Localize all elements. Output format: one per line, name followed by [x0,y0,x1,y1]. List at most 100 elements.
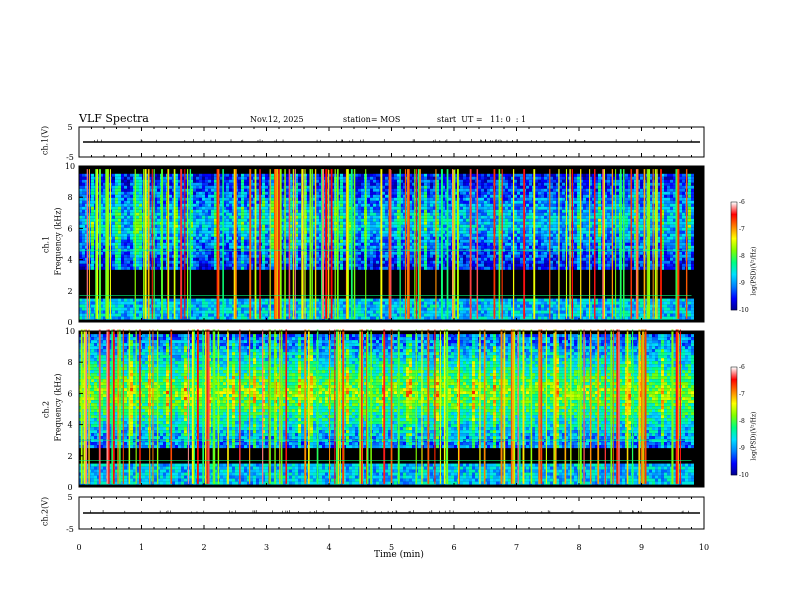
spectrogram-cell [190,313,193,317]
spectrogram-cell [310,200,313,204]
spectrogram-cell [373,209,376,213]
spectrogram-cell [184,188,187,192]
spectrogram-cell [199,218,202,222]
spectrogram-cell [409,257,412,261]
spectrogram-cell [85,188,88,192]
spectrogram-cell [409,206,412,210]
spectrogram-cell [91,212,94,216]
spectrogram-cell [382,316,385,320]
spectrogram-cell [439,316,442,320]
spectrogram-cell [199,203,202,207]
spectrogram-cell [373,310,376,314]
spectrogram-cell [241,304,244,308]
spectrogram-cell [286,316,289,320]
spectrogram-cell [118,257,121,261]
spectrogram-cell [313,206,316,210]
spectrogram-cell [436,173,439,177]
spectrogram-cell [253,185,256,189]
spectrogram-cell [268,209,271,213]
spectrogram-cell [115,298,118,302]
spectrogram-cell [265,221,268,225]
spectrogram-cell [163,304,166,308]
spectrogram-cell [409,212,412,216]
spectrogram-cell [409,239,412,243]
spectrogram-cell [121,266,124,270]
spectrogram-cell [220,218,223,222]
spectrogram-cell [343,191,346,195]
spectrogram-cell [394,221,397,225]
spectrogram-cell [241,173,244,177]
spectrogram-cell [184,307,187,311]
spectrogram-cell [286,197,289,201]
spectrogram-cell [187,236,190,240]
spectrogram-cell [298,301,301,305]
spectrogram-cell [172,197,175,201]
spectrogram-cell [382,209,385,213]
spectrogram-cell [430,209,433,213]
spectrogram-cell [430,239,433,243]
spectrogram-cell [262,224,265,228]
spectrogram-cell [253,224,256,228]
spectrogram-cell [175,173,178,177]
spectrogram-cell [199,260,202,264]
spectrogram-cell [409,194,412,198]
spectrogram-cell [427,227,430,231]
spectrogram-cell [262,203,265,207]
spectrogram-cell [439,233,442,237]
spectrogram-cell [442,313,445,317]
spectrogram-cell [130,307,133,311]
spectrogram-cell [328,209,331,213]
spectrogram-cell [268,310,271,314]
spectrogram-cell [340,304,343,308]
spectrogram-cell [262,212,265,216]
spectrogram-cell [157,230,160,234]
spectrogram-cell [196,212,199,216]
spectrogram-cell [238,182,241,186]
spectrogram-cell [391,236,394,240]
spectrogram-cell [268,233,271,237]
spectrogram-cell [100,206,103,210]
spectrogram-cell [91,179,94,183]
spectrogram-cell [268,257,271,261]
spectrogram-cell [193,242,196,246]
spectrogram-cell [97,224,100,228]
spectrogram-cell [403,254,406,258]
spectrogram-cell [433,254,436,258]
spectrogram-cell [178,239,181,243]
spectrogram-cell [214,236,217,240]
spectrogram-cell [85,194,88,198]
spectrogram-cell [175,224,178,228]
spectrogram-cell [205,206,208,210]
spectrogram-cell [373,242,376,246]
spectrogram-cell [124,206,127,210]
spectrogram-cell [229,209,232,213]
spectrogram-cell [178,316,181,320]
spectrogram-cell [253,191,256,195]
spectrogram-cell [118,182,121,186]
spectrogram-cell [127,251,130,255]
spectrogram-cell [133,227,136,231]
spectrogram-cell [424,200,427,204]
spectrogram-cell [127,197,130,201]
spectrogram-cell [289,304,292,308]
spectrogram-cell [226,173,229,177]
spectrogram-cell [403,197,406,201]
spectrogram-cell [265,200,268,204]
spectrogram-cell [409,245,412,249]
spectrogram-cell [310,298,313,302]
spectrogram-cell [115,304,118,308]
spectrogram-cell [370,310,373,314]
spectrogram-cell [307,242,310,246]
spectrogram-cell [157,307,160,311]
spectrogram-cell [262,185,265,189]
spectrogram-cell [358,304,361,308]
spectrogram-cell [187,185,190,189]
spectrogram-cell [436,197,439,201]
spectrogram-cell [295,215,298,219]
spectrogram-cell [199,316,202,320]
spectrogram-cell [211,218,214,222]
spectrogram-cell [103,206,106,210]
spectrogram-cell [253,304,256,308]
spectrogram-cell [436,251,439,255]
spectrogram-cell [421,224,424,228]
